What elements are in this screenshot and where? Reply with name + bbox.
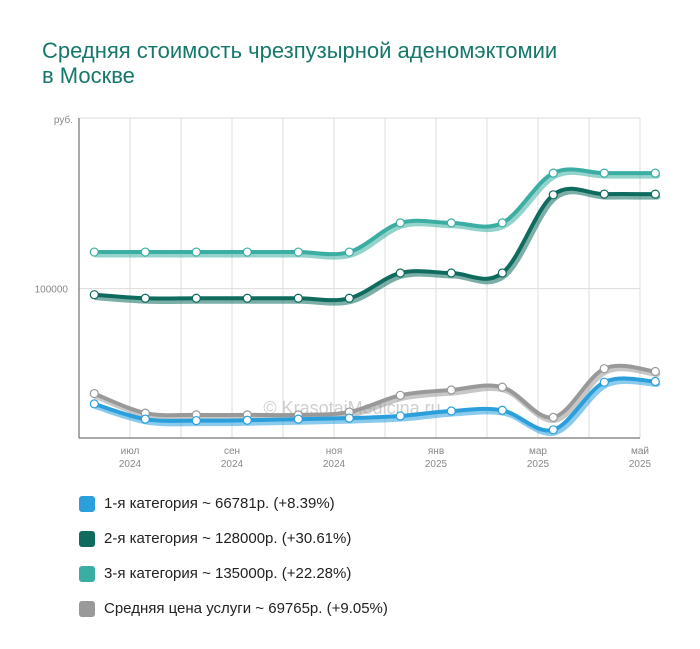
legend: 1-я категория ~ 66781р. (+8.39%) 2-я кате… <box>79 486 388 626</box>
data-point[interactable] <box>242 247 252 257</box>
data-point[interactable] <box>395 218 405 228</box>
data-point[interactable] <box>599 168 609 178</box>
data-point[interactable] <box>89 290 99 300</box>
data-point[interactable] <box>89 388 99 399</box>
data-point[interactable] <box>293 414 303 424</box>
data-point[interactable] <box>191 293 201 303</box>
data-point[interactable] <box>548 425 558 435</box>
data-points <box>89 168 660 435</box>
data-point[interactable] <box>446 385 456 395</box>
x-tick-year: 2025 <box>527 459 550 470</box>
data-point[interactable] <box>497 405 507 415</box>
x-tick-year: 2025 <box>629 459 652 470</box>
data-point[interactable] <box>344 247 354 257</box>
data-point[interactable] <box>395 268 405 278</box>
x-tick-month: сен <box>224 446 240 457</box>
data-point[interactable] <box>293 247 303 257</box>
legend-swatch <box>79 600 95 617</box>
data-point[interactable] <box>344 293 354 303</box>
data-point[interactable] <box>140 293 150 303</box>
legend-label: 1-я категория ~ 66781р. (+8.39%) <box>104 495 335 512</box>
series-lines <box>92 167 661 436</box>
y-tick-label: 100000 <box>35 285 69 296</box>
legend-label: 3-я категория ~ 135000р. (+22.28%) <box>104 565 352 582</box>
x-tick-month: ноя <box>326 446 343 457</box>
legend-label: Средняя цена услуги ~ 69765р. (+9.05%) <box>104 600 388 617</box>
data-point[interactable] <box>344 413 354 423</box>
data-point[interactable] <box>497 268 507 278</box>
data-point[interactable] <box>140 247 150 257</box>
data-point[interactable] <box>548 168 558 178</box>
data-point[interactable] <box>446 218 456 228</box>
x-tick-month: май <box>631 446 649 457</box>
legend-swatch <box>79 565 95 582</box>
legend-item[interactable]: 3-я категория ~ 135000р. (+22.28%) <box>79 556 388 591</box>
data-point[interactable] <box>548 190 558 200</box>
data-point[interactable] <box>242 293 252 303</box>
series-shadow <box>93 168 661 260</box>
data-point[interactable] <box>395 411 405 421</box>
data-point[interactable] <box>548 412 558 422</box>
data-point[interactable] <box>497 218 507 228</box>
data-point[interactable] <box>497 382 507 392</box>
data-point[interactable] <box>599 364 609 374</box>
legend-label: 2-я категория ~ 128000р. (+30.61%) <box>104 530 352 547</box>
legend-swatch <box>79 495 95 512</box>
line-chart: руб. 100000 июл 2024 сен 2024 ноя 2024 янв 2025… <box>35 114 661 470</box>
legend-item[interactable]: Средняя цена услуги ~ 69765р. (+9.05%) <box>79 591 388 626</box>
data-point[interactable] <box>140 414 150 424</box>
chart-title: Средняя стоимость чрезпузырной аденомэкт… <box>42 38 558 88</box>
data-point[interactable] <box>446 268 456 278</box>
x-tick-month: янв <box>428 446 444 457</box>
data-point[interactable] <box>191 247 201 257</box>
data-point[interactable] <box>599 377 609 387</box>
x-tick-month: июл <box>121 446 140 457</box>
data-point[interactable] <box>89 247 99 257</box>
data-point[interactable] <box>293 293 303 303</box>
x-tick-year: 2024 <box>221 459 244 470</box>
data-point[interactable] <box>395 390 405 400</box>
data-point[interactable] <box>446 406 456 416</box>
data-point[interactable] <box>599 189 609 199</box>
data-point[interactable] <box>191 415 201 426</box>
data-point[interactable] <box>242 415 252 425</box>
x-tick-year: 2024 <box>323 459 346 470</box>
data-point[interactable] <box>650 168 660 178</box>
grid <box>79 117 641 438</box>
data-point[interactable] <box>650 376 660 387</box>
x-tick-month: мар <box>529 446 547 457</box>
y-unit-label: руб. <box>54 114 73 126</box>
x-tick-year: 2024 <box>119 459 142 470</box>
x-tick-year: 2025 <box>425 459 448 470</box>
data-point[interactable] <box>650 189 660 199</box>
legend-swatch <box>79 530 95 547</box>
data-point[interactable] <box>89 399 99 409</box>
y-tick-labels: 100000 <box>35 285 69 296</box>
x-tick-labels: июл 2024 сен 2024 ноя 2024 янв 2025 мар 2025 май 20… <box>119 446 652 470</box>
legend-item[interactable]: 1-я категория ~ 66781р. (+8.39%) <box>79 486 388 521</box>
data-point[interactable] <box>650 366 660 377</box>
legend-item[interactable]: 2-я категория ~ 128000р. (+30.61%) <box>79 521 388 556</box>
